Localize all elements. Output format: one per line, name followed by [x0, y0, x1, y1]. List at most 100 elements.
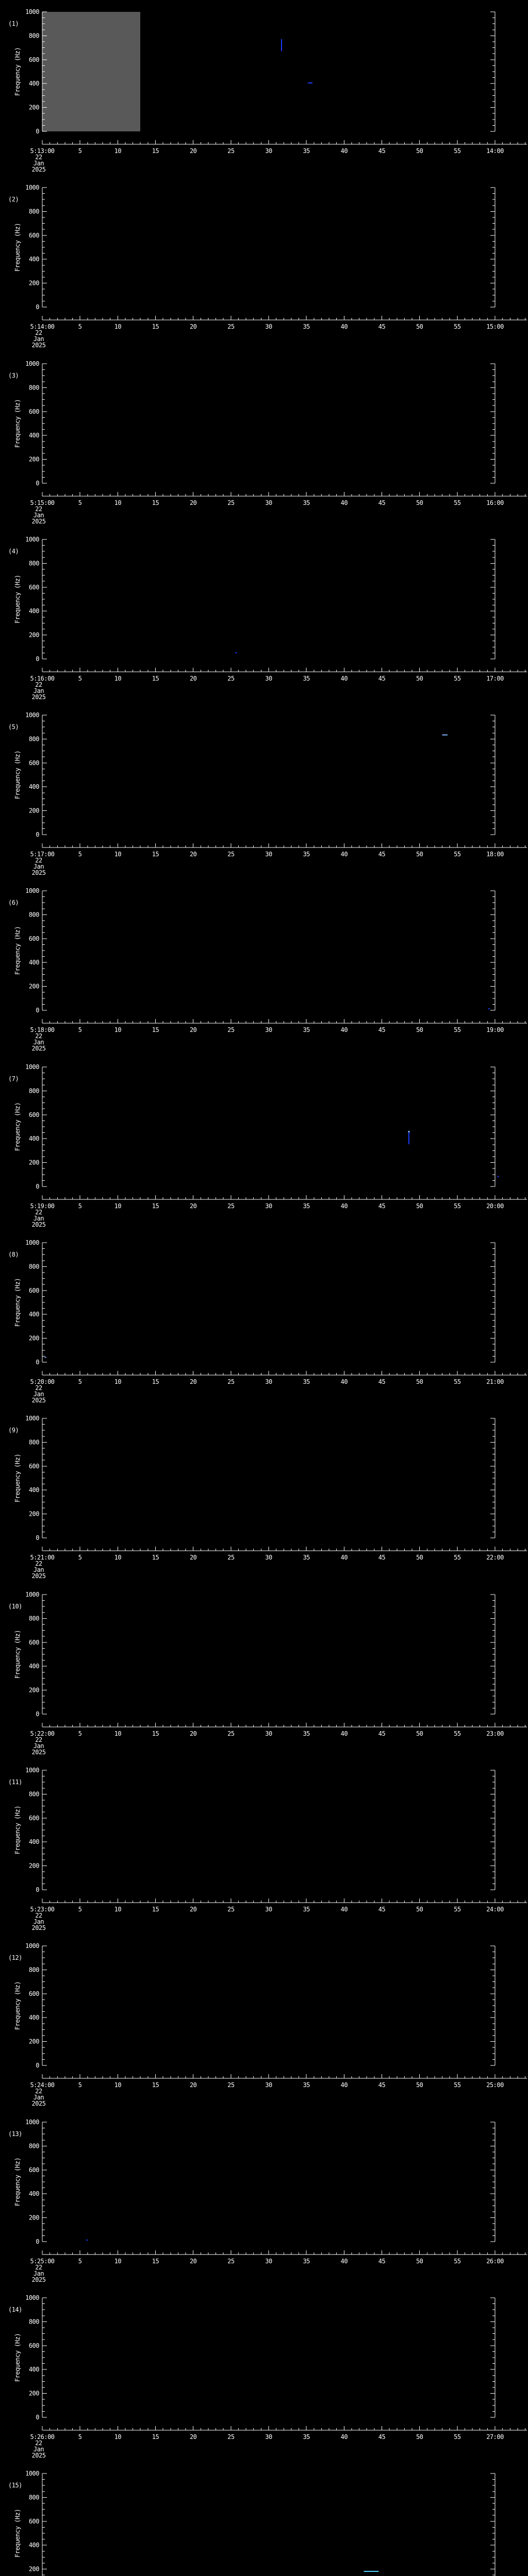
- y-axis-title: Frequency (Hz): [14, 1454, 21, 1502]
- date-label: Jan: [34, 1215, 44, 1222]
- x-tick-label: 15: [152, 1730, 159, 1737]
- spectrogram-panel-10: 0 200 400 600 800 1000(10) Frequency (Hz) 5:22:…: [8, 1591, 527, 1756]
- spectrogram-panel-5: 0 200 400 600 800 1000 (5) Frequency (Hz) 5:17:0…: [8, 711, 527, 876]
- y-tick-label: 400: [29, 1663, 39, 1670]
- x-tick-label: 20: [190, 1202, 197, 1210]
- x-end-label: 26:00: [486, 2258, 504, 2265]
- y-axis-title: Frequency (Hz): [14, 1630, 21, 1679]
- y-axis-title: Frequency (Hz): [14, 1806, 21, 1854]
- y-tick-label: 600: [29, 1815, 39, 1822]
- x-tick-label: 50: [416, 323, 423, 330]
- x-tick-label: 35: [303, 2258, 310, 2265]
- x-start-label: 5:19:00: [30, 1202, 54, 1210]
- x-tick-label: 35: [303, 1378, 310, 1385]
- x-tick-label: 10: [114, 2081, 122, 2089]
- x-tick-label: 45: [378, 147, 386, 155]
- y-tick-label: 200: [29, 1687, 39, 1694]
- date-label: 2025: [32, 1045, 46, 1052]
- x-end-label: 20:00: [486, 1202, 504, 1210]
- x-end-label: 27:00: [486, 2433, 504, 2441]
- y-axis-title: Frequency (Hz): [14, 2333, 21, 2382]
- y-tick-label: 400: [29, 1486, 39, 1494]
- panel-graphics: [42, 2122, 527, 2255]
- x-tick-label: 20: [190, 675, 197, 682]
- x-tick-label: 15: [152, 2081, 159, 2089]
- date-label: 2025: [32, 1749, 46, 1756]
- x-tick-label: 25: [227, 1026, 235, 1033]
- x-tick-label: 5: [78, 1906, 82, 1913]
- x-tick-label: 10: [114, 675, 122, 682]
- y-tick-label: 800: [29, 208, 39, 215]
- data-gap-region: [42, 12, 141, 131]
- y-tick-label: 800: [29, 1263, 39, 1270]
- panel-graphics: [42, 187, 527, 320]
- x-tick-label: 35: [303, 147, 310, 155]
- x-tick-label: 35: [303, 1202, 310, 1210]
- y-axis-title: Frequency (Hz): [14, 47, 21, 96]
- x-end-label: 19:00: [486, 1026, 504, 1033]
- x-tick-label: 30: [265, 1202, 272, 1210]
- x-tick-label: 5: [78, 2258, 82, 2265]
- date-label: Jan: [34, 2270, 44, 2277]
- x-tick-label: 40: [341, 1730, 348, 1737]
- date-label: 2025: [32, 1572, 46, 1580]
- x-tick-label: 5: [78, 1554, 82, 1561]
- panel-index-label: (4): [8, 548, 19, 555]
- spectrogram-panel-2: 0 200 400 600 800 1000 (2) Frequency (Hz) 5:14:0…: [8, 184, 527, 349]
- y-tick-label: 200: [29, 104, 39, 111]
- x-tick-label: 10: [114, 2433, 122, 2441]
- y-axis-title: Frequency (Hz): [14, 575, 21, 623]
- x-start-label: 5:18:00: [30, 1026, 54, 1033]
- date-label: Jan: [34, 1566, 44, 1573]
- x-tick-label: 10: [114, 851, 122, 858]
- x-tick-label: 35: [303, 2081, 310, 2089]
- y-tick-label: 0: [36, 128, 39, 135]
- x-tick-label: 15: [152, 1554, 159, 1561]
- y-tick-label: 1000: [25, 1767, 39, 1774]
- x-tick-label: 25: [227, 1730, 235, 1737]
- y-tick-label: 1000: [25, 184, 39, 191]
- x-tick-label: 5: [78, 323, 82, 330]
- x-tick-label: 55: [454, 499, 461, 506]
- x-tick-label: 5: [78, 851, 82, 858]
- x-tick-label: 30: [265, 1554, 272, 1561]
- detection-mark: [488, 1008, 490, 1009]
- x-tick-label: 30: [265, 147, 272, 155]
- y-axis-title: Frequency (Hz): [14, 399, 21, 448]
- y-tick-label: 1000: [25, 711, 39, 719]
- x-tick-label: 55: [454, 675, 461, 682]
- date-label: 22: [35, 1384, 42, 1392]
- x-tick-label: 20: [190, 1730, 197, 1737]
- x-tick-label: 5: [78, 675, 82, 682]
- panel-index-label: (11): [8, 1778, 22, 1786]
- y-tick-label: 600: [29, 1463, 39, 1470]
- y-tick-label: 0: [36, 655, 39, 663]
- x-tick-label: 25: [227, 1378, 235, 1385]
- date-label: 22: [35, 1912, 42, 1919]
- x-tick-label: 40: [341, 2258, 348, 2265]
- panel-graphics: [42, 363, 527, 497]
- x-tick-label: 50: [416, 1378, 423, 1385]
- y-axis-title: Frequency (Hz): [14, 2509, 21, 2557]
- y-tick-label: 600: [29, 232, 39, 239]
- date-label: Jan: [34, 512, 44, 519]
- date-label: 2025: [32, 869, 46, 876]
- y-tick-label: 0: [36, 1534, 39, 1541]
- x-start-label: 5:22:00: [30, 1730, 54, 1737]
- x-tick-label: 40: [341, 1378, 348, 1385]
- y-tick-label: 400: [29, 607, 39, 615]
- panel-graphics: [42, 2473, 496, 2576]
- y-axis-title: Frequency (Hz): [14, 1278, 21, 1327]
- spectrogram-panel-6: 0 200 400 600 800 1000 (6) Frequency (Hz) 5:18:0…: [8, 887, 527, 1052]
- date-label: 22: [35, 329, 42, 336]
- x-tick-label: 50: [416, 1554, 423, 1561]
- date-label: 2025: [32, 518, 46, 525]
- x-tick-label: 45: [378, 1026, 386, 1033]
- panel-graphics: [42, 1066, 527, 1200]
- date-label: 22: [35, 505, 42, 513]
- x-tick-label: 10: [114, 1730, 122, 1737]
- date-label: Jan: [34, 863, 44, 870]
- x-tick-label: 5: [78, 499, 82, 506]
- x-tick-label: 15: [152, 2258, 159, 2265]
